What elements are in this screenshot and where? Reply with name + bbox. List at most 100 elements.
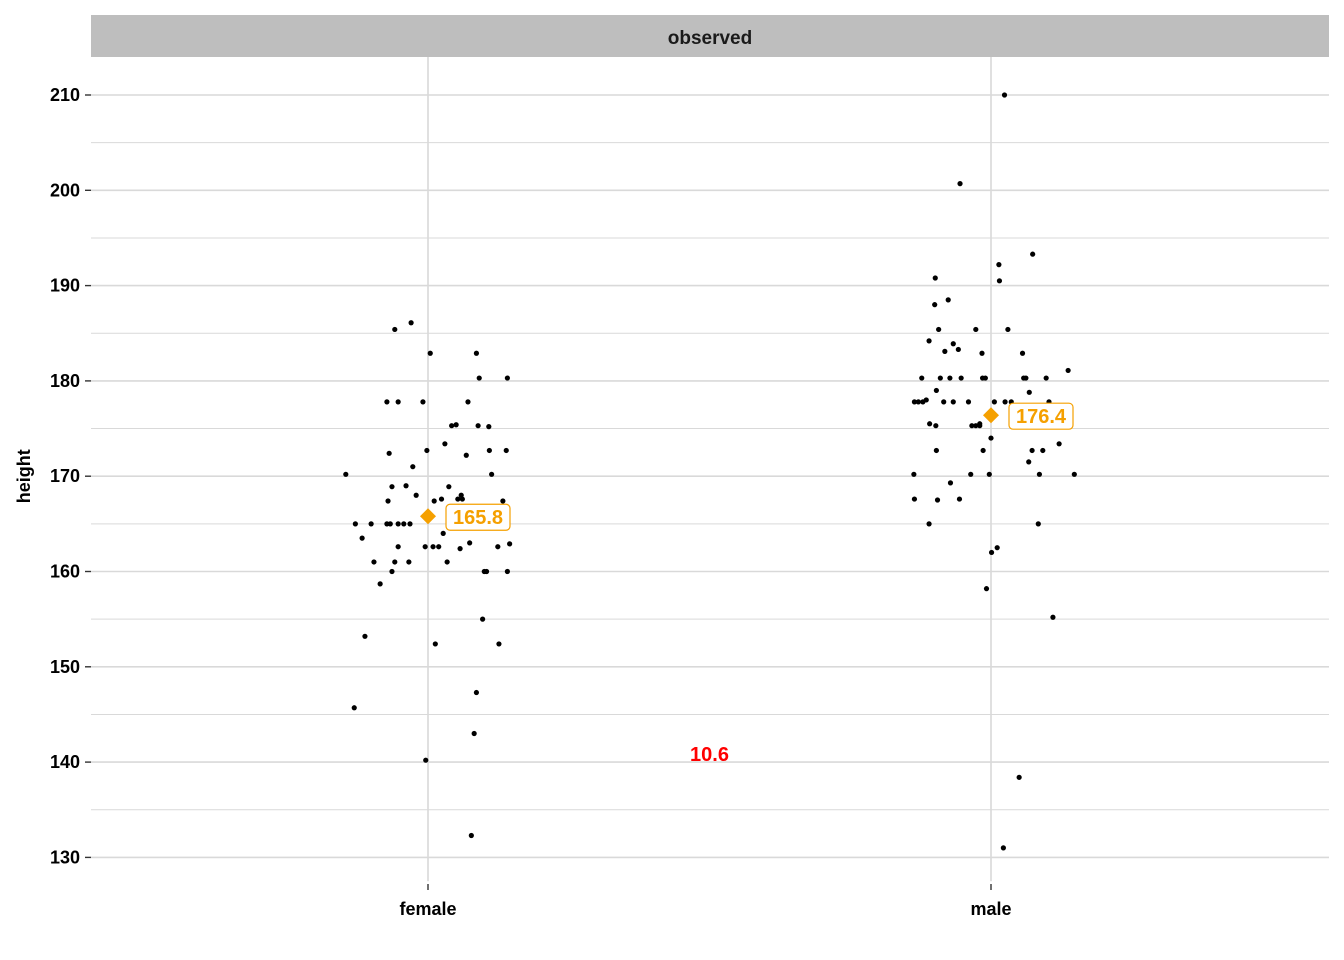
x-tick-label-female: female: [399, 899, 456, 919]
data-point: [408, 320, 414, 326]
mean-marker: [983, 407, 999, 424]
data-point: [352, 521, 358, 527]
data-point: [504, 568, 510, 575]
data-point: [442, 441, 448, 447]
data-point: [476, 375, 482, 381]
data-point: [480, 616, 486, 622]
data-point: [958, 375, 964, 381]
mean-label-box: [445, 503, 511, 531]
data-point: [495, 544, 501, 550]
data-point: [950, 341, 956, 347]
data-point: [911, 471, 917, 477]
data-point: [467, 540, 473, 546]
y-tick-label: 180: [50, 371, 80, 391]
data-point: [465, 399, 471, 405]
data-point: [956, 496, 963, 502]
y-axis: 130 140 150 160 170 180 190 200 210: [50, 85, 91, 867]
data-point: [986, 471, 992, 477]
facet-title: observed: [668, 28, 752, 49]
data-point: [406, 559, 412, 565]
data-point: [926, 338, 932, 344]
y-tick-label: 150: [50, 657, 80, 677]
data-point: [475, 423, 481, 429]
data-point: [965, 399, 972, 405]
data-point: [444, 559, 450, 565]
data-point: [386, 450, 392, 456]
data-point: [432, 641, 438, 647]
data-point: [1002, 399, 1008, 405]
data-point: [979, 350, 985, 356]
data-point: [436, 544, 442, 550]
x-tick-label-male: male: [970, 899, 1011, 919]
data-point: [996, 262, 1002, 268]
data-point: [371, 559, 377, 565]
data-point: [973, 423, 979, 429]
data-point: [413, 492, 419, 498]
facet-strip: [91, 15, 1329, 57]
data-point: [1026, 459, 1032, 465]
data-point: [932, 302, 938, 308]
data-point: [389, 484, 395, 490]
data-point: [446, 484, 452, 490]
data-points: [343, 92, 1077, 851]
data-point: [407, 521, 413, 527]
data-point: [947, 375, 953, 381]
data-point: [483, 568, 490, 575]
data-point: [463, 452, 469, 458]
data-point: [440, 530, 446, 536]
data-point: [955, 346, 961, 353]
data-point: [927, 421, 933, 427]
data-point: [968, 471, 974, 477]
data-point: [424, 447, 430, 454]
data-point: [945, 297, 951, 303]
data-point: [410, 464, 416, 470]
data-point: [919, 375, 925, 381]
data-point: [932, 275, 938, 281]
data-point: [1026, 389, 1032, 395]
data-point: [1029, 447, 1035, 454]
data-point: [933, 423, 939, 429]
data-point: [973, 326, 979, 333]
data-point: [933, 387, 939, 394]
data-point: [1035, 521, 1041, 527]
data-point: [947, 480, 954, 486]
data-point: [359, 535, 365, 541]
data-point: [996, 278, 1003, 284]
data-point: [486, 447, 492, 454]
data-point: [1036, 471, 1043, 477]
data-point: [427, 350, 433, 356]
data-point: [455, 496, 461, 502]
data-point: [473, 350, 480, 356]
data-point: [473, 689, 480, 696]
y-tick-label: 170: [50, 466, 80, 486]
mean-label: 165.8: [453, 507, 503, 529]
y-tick-label: 160: [50, 562, 80, 582]
data-point: [915, 399, 921, 405]
data-point: [503, 447, 509, 454]
data-point: [422, 544, 428, 550]
data-point: [395, 521, 401, 527]
data-point: [423, 757, 429, 763]
data-point: [991, 399, 997, 405]
y-tick-label: 200: [50, 180, 80, 200]
mean-markers: 165.8 176.4: [420, 402, 1074, 531]
data-point: [457, 546, 463, 552]
data-point: [950, 399, 956, 405]
data-point: [936, 326, 942, 333]
y-tick-label: 210: [50, 85, 80, 105]
data-point: [1056, 441, 1062, 447]
data-point: [1065, 367, 1071, 374]
grid-lines: [91, 57, 1329, 882]
data-point: [1001, 92, 1008, 98]
x-axis: female male: [399, 884, 1012, 919]
y-tick-label: 140: [50, 752, 80, 772]
data-point: [453, 422, 459, 428]
data-point: [941, 399, 947, 405]
data-point: [362, 633, 368, 639]
data-point: [988, 435, 994, 441]
data-point: [449, 423, 455, 429]
data-point: [384, 399, 390, 405]
data-point: [923, 397, 929, 403]
data-point: [459, 496, 465, 502]
